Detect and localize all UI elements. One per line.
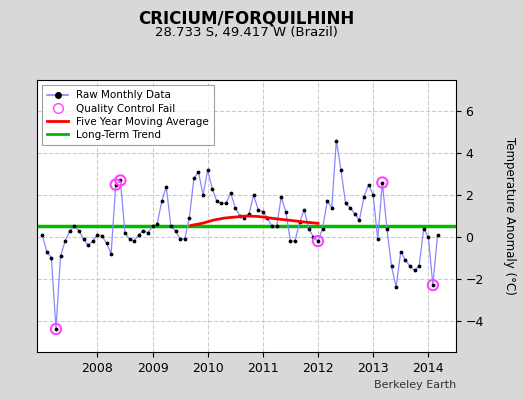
Point	[116, 177, 125, 184]
Point	[378, 179, 387, 186]
Legend: Raw Monthly Data, Quality Control Fail, Five Year Moving Average, Long-Term Tren: Raw Monthly Data, Quality Control Fail, …	[42, 85, 214, 145]
Y-axis label: Temperature Anomaly (°C): Temperature Anomaly (°C)	[504, 137, 517, 295]
Point	[429, 282, 437, 288]
Point	[112, 182, 120, 188]
Text: CRICIUM/FORQUILHINH: CRICIUM/FORQUILHINH	[138, 10, 354, 28]
Point	[314, 238, 322, 244]
Text: 28.733 S, 49.417 W (Brazil): 28.733 S, 49.417 W (Brazil)	[155, 26, 337, 39]
Point	[52, 326, 60, 332]
Text: Berkeley Earth: Berkeley Earth	[374, 380, 456, 390]
